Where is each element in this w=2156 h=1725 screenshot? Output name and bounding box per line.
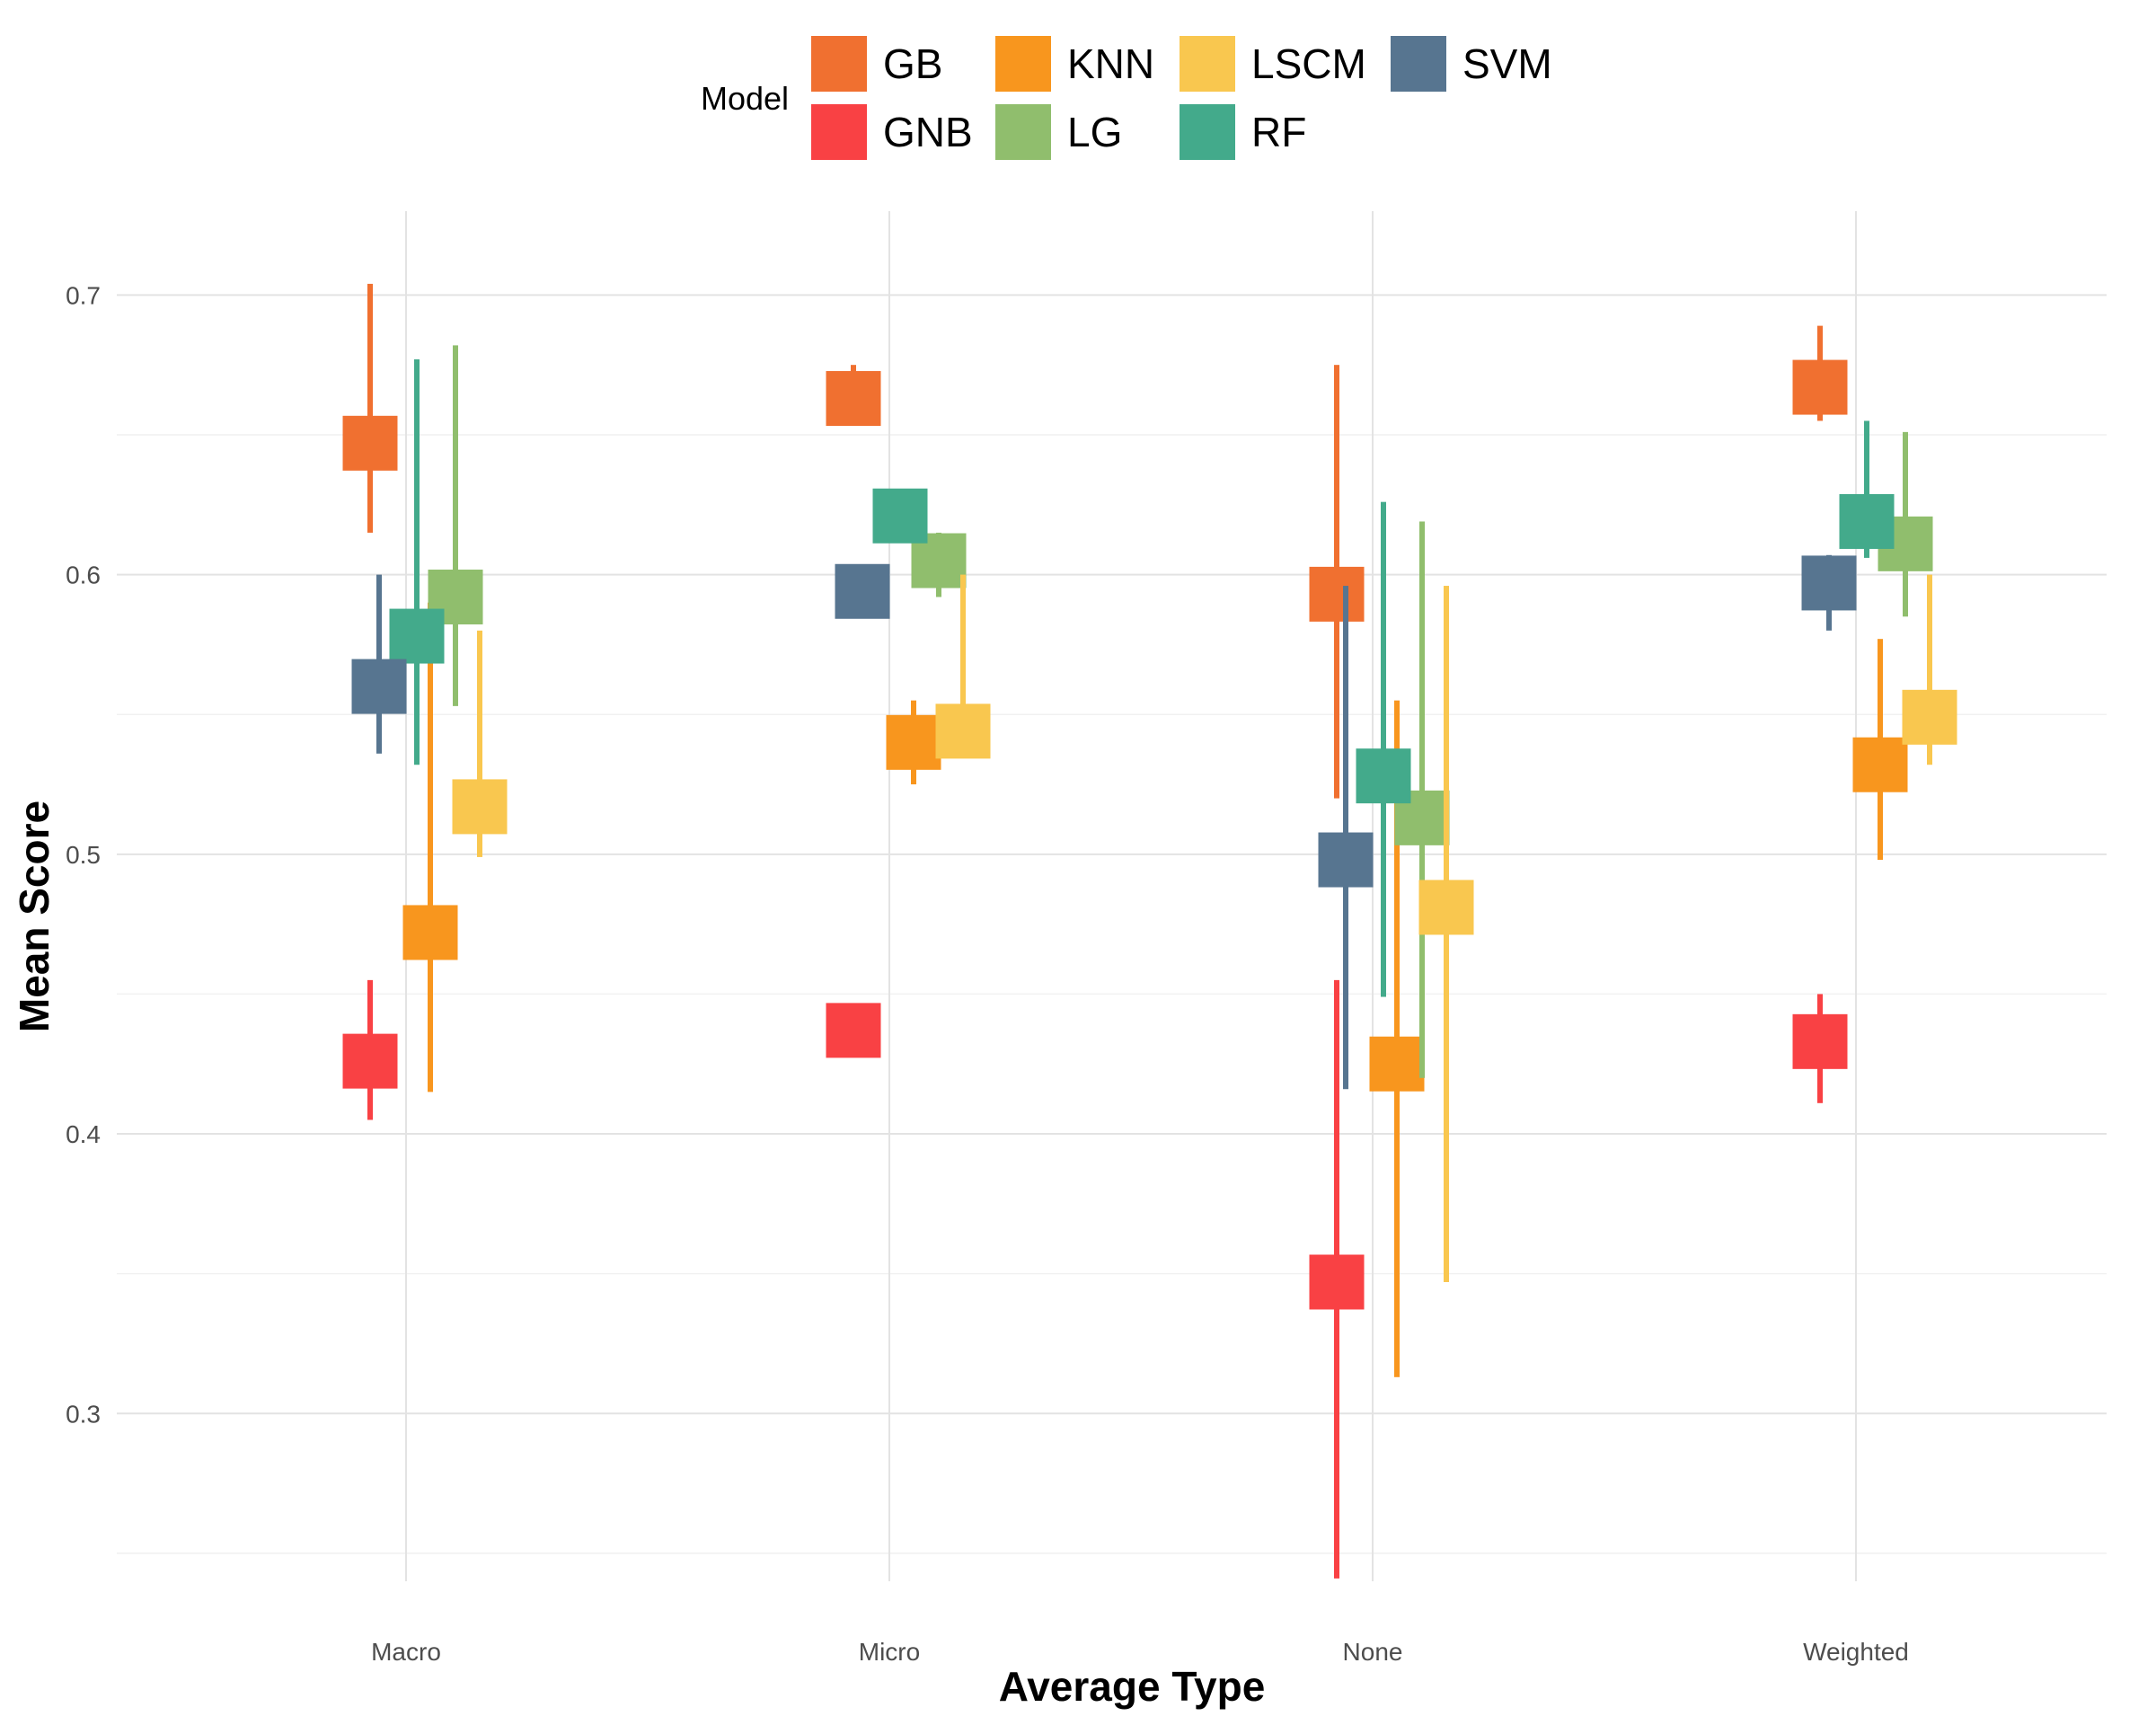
mean-marker-svm (351, 659, 407, 714)
error-bar-gb (367, 283, 373, 533)
error-bar-lscm (1927, 574, 1932, 765)
mean-marker-gb (1309, 566, 1365, 622)
mean-marker-rf (872, 488, 928, 544)
legend-swatch-lg (995, 104, 1051, 160)
mean-marker-lscm (1418, 880, 1474, 935)
y-tick-label: 0.4 (66, 1120, 101, 1148)
error-bar-lscm (477, 630, 482, 857)
legend-label-knn: KNN (1067, 40, 1154, 87)
legend-swatch-rf (1180, 104, 1235, 160)
grid-layer (117, 211, 2107, 1581)
x-axis-title: Average Type (999, 1663, 1266, 1710)
legend-swatch-svm (1391, 36, 1446, 92)
mean-marker-knn (1369, 1036, 1425, 1092)
mean-marker-lscm (452, 779, 508, 835)
y-axis-title: Mean Score (11, 801, 57, 1032)
x-tick-label: Micro (859, 1638, 920, 1666)
error-bar-knn (428, 602, 433, 1092)
error-bar-lscm (960, 574, 966, 748)
error-bar-rf (1864, 420, 1869, 558)
mean-marker-gb (342, 415, 398, 471)
legend-label-svm: SVM (1462, 40, 1552, 87)
legend: Model GB GNB KNN LG LSCM RF SVM (701, 36, 1552, 160)
y-tick-label: 0.7 (66, 281, 101, 309)
mean-marker-svm (1801, 555, 1857, 611)
x-tick-label: Macro (371, 1638, 441, 1666)
mean-marker-gnb (1792, 1013, 1848, 1069)
mean-marker-rf (389, 608, 445, 664)
mean-marker-lscm (935, 703, 991, 759)
mean-marker-rf (1356, 748, 1411, 804)
x-tick-label: Weighted (1803, 1638, 1909, 1666)
legend-swatch-lscm (1180, 36, 1235, 92)
mean-marker-gnb (1309, 1254, 1365, 1310)
legend-swatch-gb (811, 36, 867, 92)
legend-swatch-knn (995, 36, 1051, 92)
mean-marker-gb (1792, 359, 1848, 415)
axis-layer: Average Type Mean Score 0.3 0.4 0.5 0.6 0.7 M… (11, 281, 1909, 1710)
mean-marker-gb (826, 371, 881, 427)
legend-title: Model (701, 80, 789, 117)
y-tick-label: 0.5 (66, 841, 101, 869)
mean-marker-svm (835, 563, 890, 619)
mean-marker-gnb (826, 1003, 881, 1058)
mean-marker-knn (402, 905, 458, 960)
mean-marker-knn (1852, 737, 1908, 792)
mean-marker-gnb (342, 1033, 398, 1089)
legend-swatch-gnb (811, 104, 867, 160)
mean-marker-lscm (1902, 689, 1957, 745)
x-tick-label: None (1343, 1638, 1403, 1666)
mean-marker-rf (1839, 493, 1895, 549)
y-tick-label: 0.6 (66, 562, 101, 589)
mean-marker-knn (886, 714, 941, 770)
y-tick-label: 0.3 (66, 1400, 101, 1428)
marks-layer (342, 283, 1957, 1579)
error-bar-rf (414, 358, 420, 765)
legend-label-lg: LG (1067, 109, 1122, 155)
legend-label-gb: GB (883, 40, 942, 87)
legend-label-rf: RF (1251, 109, 1306, 155)
legend-label-gnb: GNB (883, 109, 973, 155)
error-bar-lg (453, 345, 458, 706)
mean-marker-svm (1318, 832, 1374, 888)
legend-label-lscm: LSCM (1251, 40, 1366, 87)
